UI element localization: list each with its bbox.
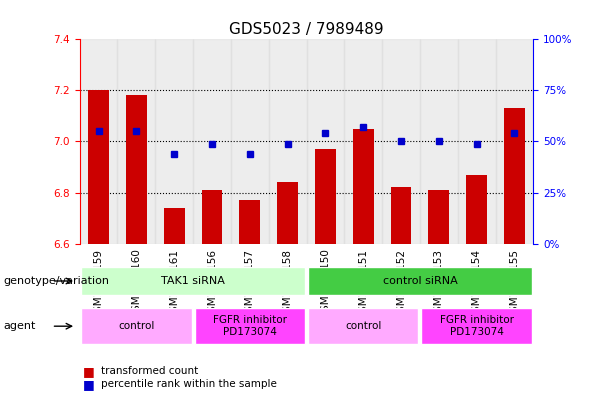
Bar: [193, 39, 231, 244]
Bar: [81, 308, 192, 344]
Bar: [504, 108, 525, 244]
Text: ■: ■: [83, 378, 94, 391]
Text: transformed count: transformed count: [101, 366, 199, 376]
Text: control: control: [118, 321, 154, 331]
Title: GDS5023 / 7989489: GDS5023 / 7989489: [229, 22, 384, 37]
Bar: [308, 308, 419, 344]
Bar: [81, 266, 305, 296]
Bar: [164, 208, 185, 244]
Bar: [231, 39, 268, 244]
Bar: [308, 266, 532, 296]
Bar: [458, 39, 495, 244]
Bar: [390, 187, 411, 244]
Bar: [306, 39, 345, 244]
Bar: [353, 129, 373, 244]
Bar: [428, 190, 449, 244]
Bar: [277, 182, 298, 244]
Bar: [495, 39, 533, 244]
Bar: [118, 39, 155, 244]
Bar: [80, 39, 118, 244]
Bar: [268, 39, 306, 244]
Bar: [466, 175, 487, 244]
Text: ■: ■: [83, 365, 94, 378]
Text: agent: agent: [3, 321, 36, 331]
Bar: [155, 39, 193, 244]
Bar: [88, 90, 109, 244]
Text: control siRNA: control siRNA: [383, 276, 457, 286]
Bar: [126, 95, 147, 244]
Text: genotype/variation: genotype/variation: [3, 276, 109, 286]
Text: percentile rank within the sample: percentile rank within the sample: [101, 379, 277, 389]
Bar: [240, 200, 260, 244]
Bar: [315, 149, 336, 244]
Text: TAK1 siRNA: TAK1 siRNA: [161, 276, 225, 286]
Bar: [420, 39, 458, 244]
Text: FGFR inhibitor
PD173074: FGFR inhibitor PD173074: [213, 315, 287, 337]
Text: FGFR inhibitor
PD173074: FGFR inhibitor PD173074: [440, 315, 514, 337]
Bar: [194, 308, 305, 344]
Bar: [382, 39, 420, 244]
Bar: [421, 308, 532, 344]
Text: control: control: [345, 321, 381, 331]
Bar: [345, 39, 382, 244]
Bar: [202, 190, 223, 244]
